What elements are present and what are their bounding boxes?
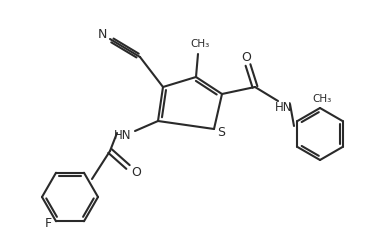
Text: O: O: [241, 51, 251, 63]
Text: F: F: [45, 217, 51, 230]
Text: CH₃: CH₃: [312, 94, 332, 104]
Text: CH₃: CH₃: [191, 39, 210, 49]
Text: N: N: [97, 27, 107, 41]
Text: HN: HN: [114, 128, 132, 141]
Text: S: S: [217, 125, 225, 138]
Text: O: O: [131, 166, 141, 179]
Text: HN: HN: [275, 101, 293, 114]
